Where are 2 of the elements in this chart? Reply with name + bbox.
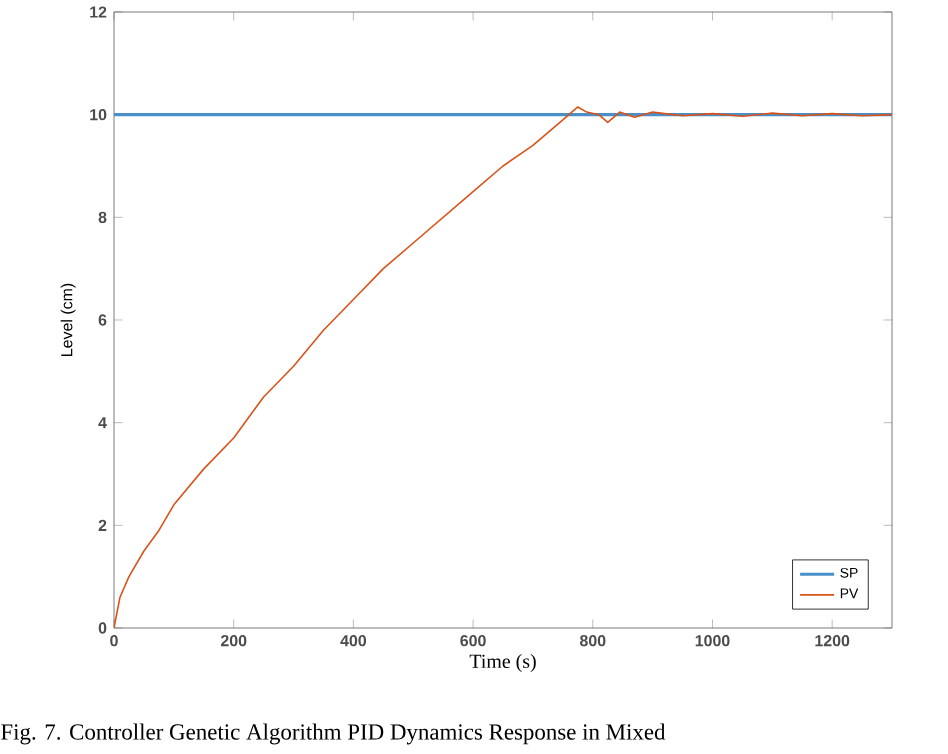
caption: Fig. 7. Controller Genetic Algorithm PID Dynamics Response in Mixed [1,723,666,745]
x-axis-title: Time (s) [469,653,536,673]
